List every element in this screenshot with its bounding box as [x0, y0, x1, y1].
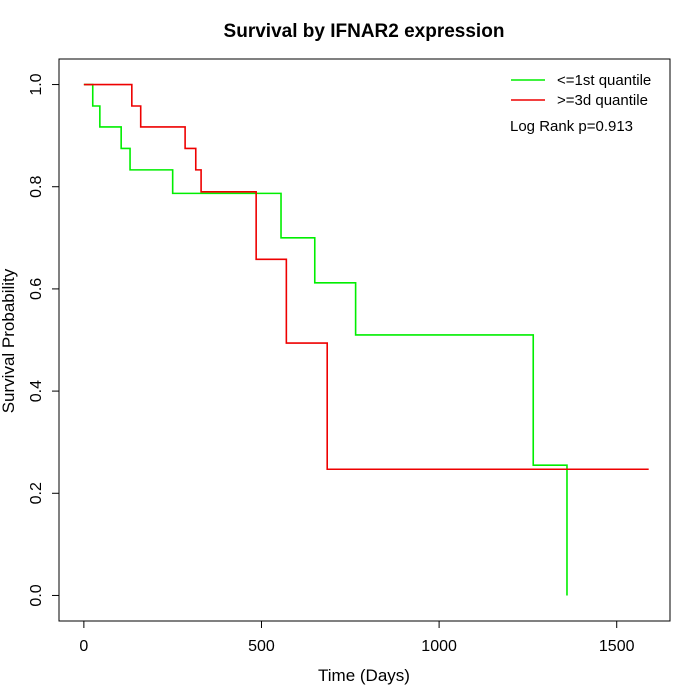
y-axis-label: Survival Probability — [0, 268, 18, 413]
x-axis: 0 500 1000 1500 — [79, 620, 635, 655]
x-tick-label: 1000 — [421, 638, 457, 655]
y-tick-label: 0.8 — [28, 176, 45, 198]
legend-label: <=1st quantile — [557, 72, 651, 89]
series-line-1 — [83, 83, 568, 596]
y-tick-label: 0.2 — [28, 482, 45, 504]
y-tick-label: 1.0 — [28, 73, 45, 95]
series-layer — [83, 83, 649, 596]
legend-label: >=3d quantile — [557, 92, 648, 109]
y-tick-label: 0.6 — [28, 278, 45, 300]
legend: <=1st quantile >=3d quantile — [511, 72, 651, 109]
x-tick-label: 0 — [79, 638, 88, 655]
y-tick-label: 0.4 — [28, 380, 45, 402]
series-line-2 — [83, 83, 649, 471]
log-rank-annotation: Log Rank p=0.913 — [510, 118, 633, 135]
chart-title: Survival by IFNAR2 expression — [224, 21, 505, 42]
x-axis-label: Time (Days) — [318, 666, 410, 685]
y-axis: 0.0 0.2 0.4 0.6 0.8 1.0 — [28, 73, 60, 607]
y-tick-label: 0.0 — [28, 584, 45, 606]
x-tick-label: 1500 — [599, 638, 635, 655]
plot-frame — [58, 58, 671, 622]
x-tick-label: 500 — [248, 638, 275, 655]
